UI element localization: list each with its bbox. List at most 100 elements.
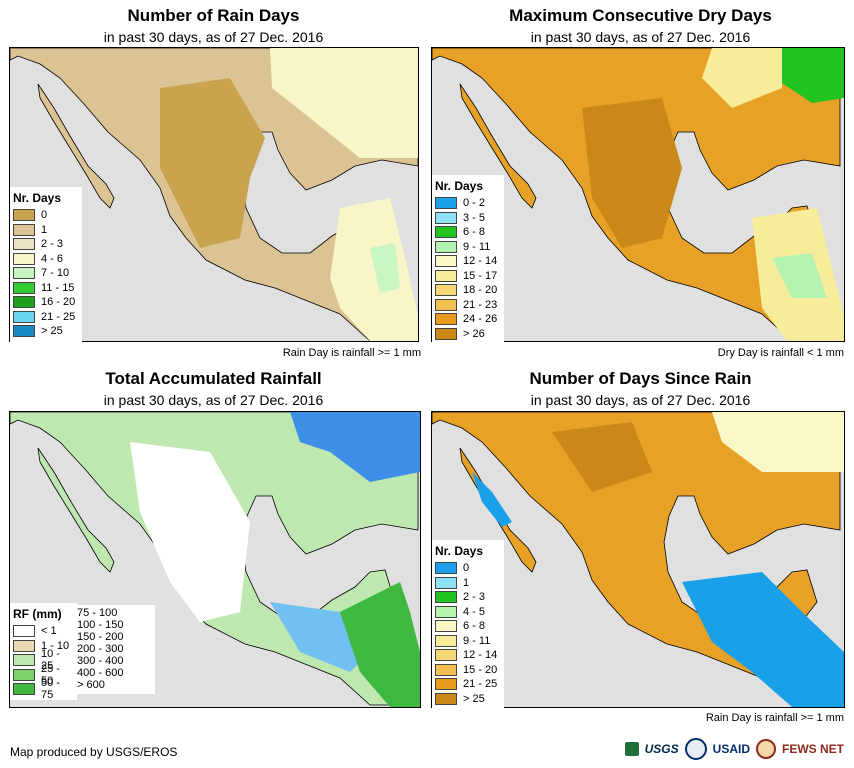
legend-item: 4 - 6 xyxy=(13,252,78,267)
legend-swatch xyxy=(435,591,457,604)
legend-secondary: 75 - 100 100 - 150 150 - 200 200 - 300 300 -… xyxy=(74,605,155,694)
legend-item: 18 - 20 xyxy=(435,283,500,298)
legend-item: 25 - 50 xyxy=(13,663,73,687)
legend-item: 21 - 25 xyxy=(13,310,78,325)
region-north xyxy=(702,48,782,108)
legend-item: 0 xyxy=(435,561,500,576)
legend-label: 7 - 10 xyxy=(41,267,70,280)
legend-item: 1 xyxy=(435,576,500,591)
legend-item: 50 - 75 xyxy=(13,677,73,701)
legend-swatch xyxy=(13,325,35,338)
legend-label: 10 - 25 xyxy=(41,648,60,673)
legend-label: 4 - 5 xyxy=(463,605,486,618)
legend-item: 2 - 3 xyxy=(13,237,78,252)
legend-item: 4 - 5 xyxy=(435,605,500,620)
panel-title: Number of Days Since Rain xyxy=(529,369,752,388)
legend-label: 21 - 23 xyxy=(463,298,498,311)
legend-label: 16 - 20 xyxy=(41,296,76,309)
legend-item: 12 - 14 xyxy=(435,648,500,663)
legend-label: 150 - 200 xyxy=(77,631,124,643)
map-mexico xyxy=(432,412,844,707)
legend-swatch xyxy=(13,267,35,280)
legend-swatch xyxy=(435,240,457,253)
region-south xyxy=(330,198,418,341)
map-mexico xyxy=(10,412,420,707)
region-dry xyxy=(582,98,682,248)
legend-item: 9 - 11 xyxy=(435,240,500,255)
legend-swatch xyxy=(13,654,35,667)
legend-item: 2 - 3 xyxy=(435,590,500,605)
legend-swatch xyxy=(435,576,457,589)
legend-label: 3 - 5 xyxy=(463,211,486,224)
legend-item: 24 - 26 xyxy=(435,312,500,327)
legend-swatch xyxy=(435,327,457,340)
legend-label: 21 - 25 xyxy=(463,678,498,691)
legend-label: 15 - 17 xyxy=(463,269,498,282)
legend-label: 0 xyxy=(463,562,470,575)
legend-swatch xyxy=(435,678,457,691)
region-dry xyxy=(552,422,652,492)
legend-label: 24 - 26 xyxy=(463,313,498,326)
legend-title: Nr. Days xyxy=(435,179,484,193)
logo-strip: USGS USAID FEWS NET xyxy=(624,738,844,760)
panel-days-since-rain: Number of Days Since Rain in past 30 day… xyxy=(427,365,854,724)
legend-swatch xyxy=(13,209,35,222)
legend-label: 9 - 11 xyxy=(463,634,491,647)
legend-label: 0 xyxy=(41,209,48,222)
legend-swatch xyxy=(435,313,457,326)
legend-swatch xyxy=(13,668,35,681)
region-north xyxy=(712,412,844,472)
panel-subtitle: in past 30 days, as of 27 Dec. 2016 xyxy=(530,392,751,408)
legend-swatch xyxy=(435,226,457,239)
legend-label: 6 - 8 xyxy=(463,226,486,239)
legend-label: 200 - 300 xyxy=(77,643,124,655)
legend-label: 6 - 8 xyxy=(463,620,486,633)
legend-label: < 1 xyxy=(41,625,57,638)
region-south xyxy=(340,582,420,707)
legend-item: > 26 xyxy=(435,327,500,342)
legend-label: > 26 xyxy=(463,327,485,340)
region-dry xyxy=(130,442,250,622)
legend-item: 16 - 20 xyxy=(13,295,78,310)
region-northeast xyxy=(290,412,420,482)
legend-swatch xyxy=(435,255,457,268)
legend-swatch xyxy=(13,639,35,652)
map-note: Rain Day is rainfall >= 1 mm xyxy=(705,712,844,724)
legend-item: 7 - 10 xyxy=(13,266,78,281)
panel-max-dry-days: Maximum Consecutive Dry Days in past 30 … xyxy=(427,0,854,365)
legend-label: 50 - 75 xyxy=(41,677,60,702)
legend-item: 0 xyxy=(13,208,78,223)
legend-item: 75 - 100 xyxy=(77,607,151,619)
legend-swatch xyxy=(13,238,35,251)
legend-label: > 600 xyxy=(77,679,105,691)
legend-item: > 25 xyxy=(13,324,78,339)
region-north xyxy=(270,48,418,158)
legend-label: 1 xyxy=(463,576,470,589)
region-dry xyxy=(160,78,265,248)
legend-item: 15 - 17 xyxy=(435,269,500,284)
map-note: Rain Day is rainfall >= 1 mm xyxy=(282,347,421,359)
legend-label: 21 - 25 xyxy=(41,310,76,323)
legend-swatch xyxy=(13,281,35,294)
legend-label: 2 - 3 xyxy=(41,238,64,251)
legend-item: 11 - 15 xyxy=(13,281,78,296)
legend-swatch xyxy=(13,223,35,236)
legend-item: 10 - 25 xyxy=(13,648,73,672)
legend-swatch xyxy=(435,211,457,224)
legend-swatch xyxy=(435,663,457,676)
legend-label: 11 - 15 xyxy=(41,281,75,294)
usaid-logo: USAID xyxy=(712,742,750,756)
legend-item: 150 - 200 xyxy=(77,631,151,643)
legend-swatch xyxy=(13,252,35,265)
map-frame xyxy=(9,411,421,708)
legend-label: 1 - 10 xyxy=(41,639,70,652)
legend-label: > 25 xyxy=(41,325,63,338)
legend-item: < 1 xyxy=(13,624,73,639)
footer-credit: Map produced by USGS/EROS xyxy=(10,745,178,759)
legend-label: 400 - 600 xyxy=(77,667,124,679)
legend-label: 4 - 6 xyxy=(41,252,64,265)
legend-item: 0 - 2 xyxy=(435,196,500,211)
usgs-logo: USGS xyxy=(644,742,679,756)
legend-label: 9 - 11 xyxy=(463,240,491,253)
